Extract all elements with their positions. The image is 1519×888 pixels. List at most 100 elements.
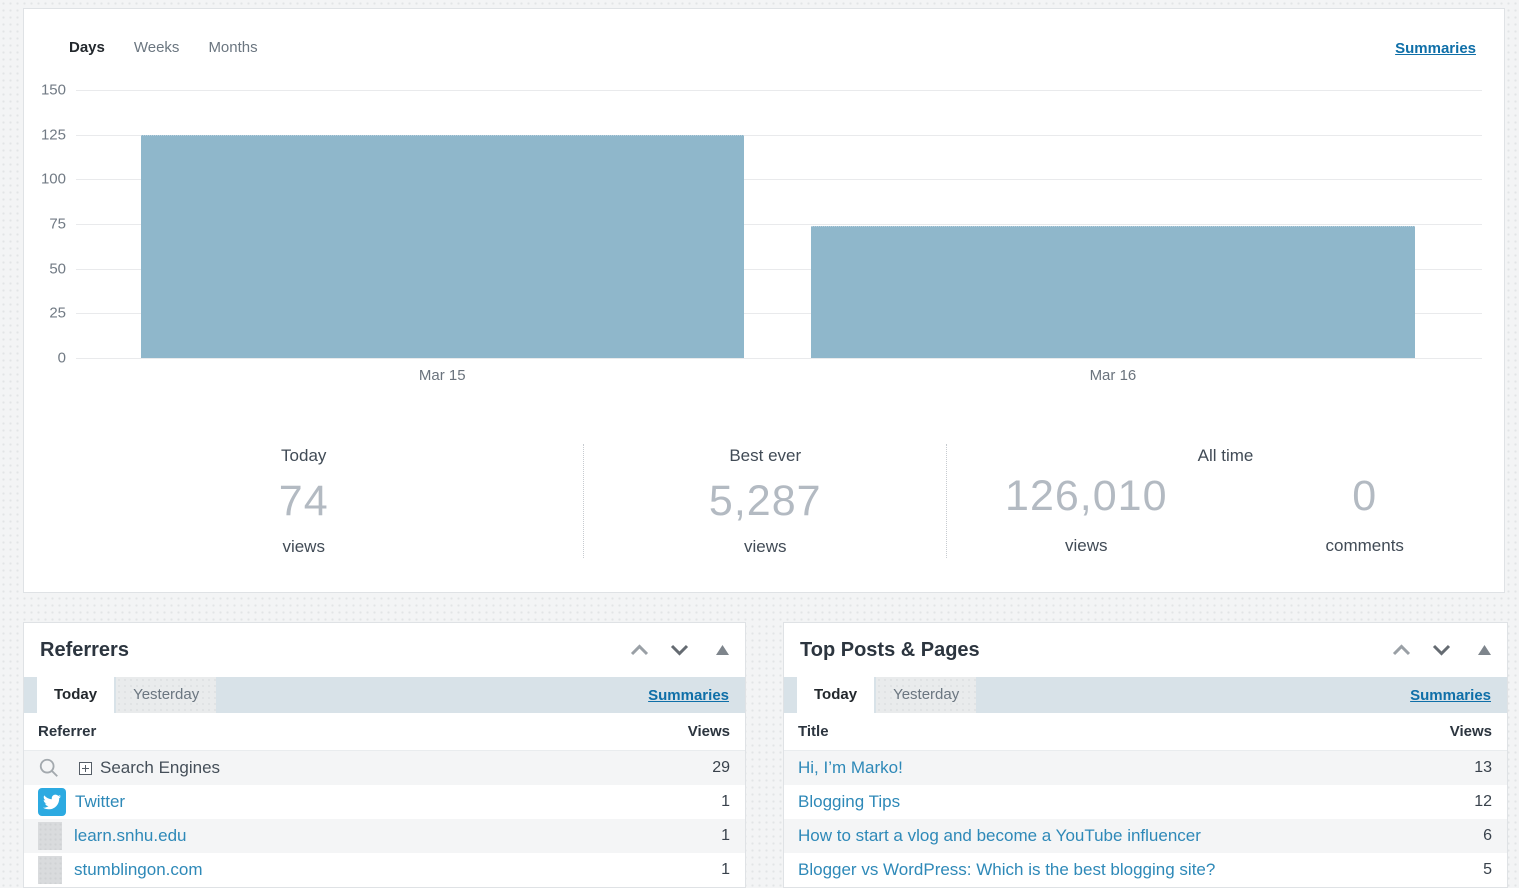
gridline	[76, 313, 1482, 315]
views-count: 12	[1474, 793, 1492, 810]
stat-value: 74	[278, 477, 329, 525]
referrers-tab-today[interactable]: Today	[37, 677, 115, 713]
views-count: 1	[721, 827, 730, 844]
gridline	[76, 134, 1482, 136]
stat-all-time: All time 126,010 views 0 comments	[946, 444, 1504, 558]
post-link[interactable]: How to start a vlog and become a YouTube…	[798, 826, 1201, 845]
move-up-icon[interactable]	[630, 644, 649, 656]
collapse-icon[interactable]	[1478, 645, 1491, 655]
post-row: Blogging Tips 12	[784, 785, 1507, 819]
all-time-columns: 126,010 views 0 comments	[947, 466, 1504, 557]
referrers-tabbar: Today Yesterday Summaries	[24, 677, 745, 713]
stat-label: Today	[281, 446, 327, 465]
widget-controls	[630, 623, 729, 677]
referrer-link[interactable]: stumblingon.com	[74, 860, 203, 879]
bar-mar-15[interactable]	[140, 134, 744, 358]
column-views: Views	[687, 723, 730, 740]
generic-site-icon	[38, 856, 62, 884]
gridline	[76, 358, 1482, 359]
post-link[interactable]: Blogger vs WordPress: Which is the best …	[798, 860, 1216, 879]
referrer-label[interactable]: Search Engines	[100, 758, 221, 777]
column-title: Title	[798, 723, 829, 740]
tab-months[interactable]: Months	[208, 39, 258, 56]
referrer-row-learn-snhu: learn.snhu.edu 1	[24, 819, 745, 853]
x-axis-label: Mar 16	[1089, 367, 1137, 384]
chart-range-tabs: Days Weeks Months	[69, 39, 258, 56]
generic-site-icon	[38, 822, 62, 850]
post-row: Hi, I’m Marko! 13	[784, 751, 1507, 785]
widget-controls	[1392, 623, 1491, 677]
stat-unit: views	[1065, 536, 1108, 555]
stat-value: 5,287	[708, 477, 822, 525]
post-row: How to start a vlog and become a YouTube…	[784, 819, 1507, 853]
stat-today: Today 74 views	[24, 444, 583, 558]
top-posts-tab-today[interactable]: Today	[797, 677, 875, 713]
tab-weeks[interactable]: Weeks	[133, 39, 180, 56]
top-posts-tab-yesterday[interactable]: Yesterday	[876, 677, 977, 713]
x-axis-label: Mar 15	[418, 367, 466, 384]
summary-stats-row: Today 74 views Best ever 5,287 views All…	[24, 444, 1504, 558]
post-link[interactable]: Hi, I’m Marko!	[798, 758, 903, 777]
search-icon	[38, 757, 60, 779]
stat-unit: views	[743, 537, 787, 556]
views-count: 6	[1483, 827, 1492, 844]
column-views: Views	[1449, 723, 1492, 740]
gridline	[76, 179, 1482, 181]
views-count: 1	[721, 861, 730, 878]
stat-unit: comments	[1325, 536, 1404, 555]
move-up-icon[interactable]	[1392, 644, 1411, 656]
referrer-row-stumblingon: stumblingon.com 1	[24, 853, 745, 887]
y-axis-tick: 0	[57, 349, 66, 367]
gridline	[76, 268, 1482, 270]
views-count: 1	[721, 793, 730, 810]
views-count: 29	[712, 759, 730, 776]
y-axis-tick: 100	[40, 170, 66, 188]
top-posts-tabbar: Today Yesterday Summaries	[784, 677, 1507, 713]
y-axis-tick: 25	[49, 304, 66, 322]
top-posts-table-header: Title Views	[784, 713, 1507, 751]
y-axis-tick: 150	[40, 81, 66, 99]
views-count: 13	[1474, 759, 1492, 776]
y-axis-tick: 125	[40, 126, 66, 144]
y-axis-tick: 50	[49, 260, 66, 278]
gridline	[76, 90, 1482, 91]
post-row: Blogger vs WordPress: Which is the best …	[784, 853, 1507, 887]
stat-value: 126,010	[1005, 472, 1168, 520]
referrers-tab-yesterday[interactable]: Yesterday	[116, 677, 217, 713]
chart-summaries-link[interactable]: Summaries	[1395, 40, 1476, 57]
top-posts-summaries-link[interactable]: Summaries	[1410, 686, 1491, 704]
views-count: 5	[1483, 861, 1492, 878]
referrers-table-header: Referrer Views	[24, 713, 745, 751]
top-posts-widget: Top Posts & Pages Today Yesterday Summar…	[783, 622, 1508, 888]
widget-title: Referrers	[40, 638, 129, 661]
stats-chart-panel: Days Weeks Months Summaries 150 125 100 …	[23, 8, 1505, 593]
move-down-icon[interactable]	[670, 644, 689, 656]
gridline	[76, 224, 1482, 225]
post-link[interactable]: Blogging Tips	[798, 792, 901, 811]
referrer-row-search-engines: Search Engines 29	[24, 751, 745, 785]
bar-mar-16[interactable]	[811, 225, 1415, 358]
referrer-row-twitter: Twitter 1	[24, 785, 745, 819]
collapse-icon[interactable]	[716, 645, 729, 655]
y-axis-tick: 75	[49, 215, 66, 233]
stat-label: Best ever	[729, 446, 802, 465]
referrer-link[interactable]: Twitter	[75, 792, 126, 811]
all-time-comments: 0 comments	[1226, 466, 1504, 557]
move-down-icon[interactable]	[1432, 644, 1451, 656]
widget-title: Top Posts & Pages	[800, 638, 980, 661]
tab-days[interactable]: Days	[69, 39, 105, 56]
column-referrer: Referrer	[38, 723, 97, 740]
stat-best-ever: Best ever 5,287 views	[583, 444, 946, 558]
views-bar-chart: 150 125 100 75 50 25 0 Mar 15 Mar 16	[41, 82, 1482, 384]
stat-value: 0	[1352, 472, 1378, 520]
expand-plus-icon[interactable]	[79, 761, 92, 775]
referrers-widget: Referrers Today Yesterday Summaries Refe…	[23, 622, 746, 888]
stat-unit: views	[282, 537, 325, 556]
all-time-views: 126,010 views	[947, 466, 1225, 557]
referrers-header: Referrers	[24, 623, 745, 677]
referrer-link[interactable]: learn.snhu.edu	[74, 826, 187, 845]
twitter-icon	[38, 788, 66, 816]
stat-label: All time	[1197, 446, 1254, 465]
referrers-summaries-link[interactable]: Summaries	[648, 686, 729, 704]
